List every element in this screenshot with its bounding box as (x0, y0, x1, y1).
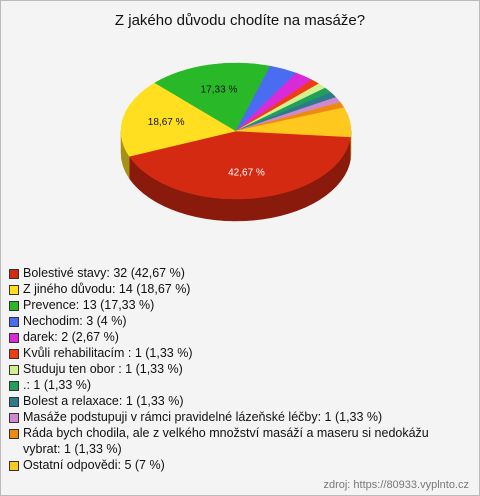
legend-label: .: 1 (1,33 %) (23, 378, 92, 392)
slice-label: 17,33 % (201, 85, 238, 96)
slice (128, 130, 351, 200)
legend-label: Bolestivé stavy: 32 (42,67 %) (23, 266, 185, 280)
legend-swatch (9, 285, 19, 295)
legend-swatch (9, 333, 19, 343)
legend-label: Kvůli rehabilitacím : 1 (1,33 %) (23, 346, 193, 360)
chart-title: Z jakého důvodu chodíte na masáže? (115, 12, 365, 29)
tops (120, 62, 352, 200)
legend-label: Bolest a relaxace: 1 (1,33 %) (23, 394, 184, 408)
legend-label: darek: 2 (2,67 %) (23, 330, 119, 344)
legend-swatch (9, 429, 19, 439)
legend-swatch (9, 413, 19, 423)
legend-label: Ostatní odpovědi: 5 (7 %) (23, 458, 165, 472)
legend-label: Prevence: 13 (17,33 %) (23, 298, 155, 312)
legend-swatch (9, 461, 19, 471)
legend-label: Z jiného důvodu: 14 (18,67 %) (23, 282, 191, 296)
legend-item: Masáže podstupuji v rámci pravidelné láz… (9, 409, 469, 425)
legend-item: darek: 2 (2,67 %) (9, 329, 469, 345)
legend-swatch (9, 381, 19, 391)
legend-swatch (9, 397, 19, 407)
slice (235, 107, 352, 138)
legend-item: Nechodim: 3 (4 %) (9, 313, 469, 329)
legend-label: Nechodim: 3 (4 %) (23, 314, 127, 328)
legend-item: Studuju ten obor : 1 (1,33 %) (9, 361, 469, 377)
pie-area: Z jakého důvodu chodíte na masáže? 42,67… (115, 12, 365, 222)
legend-swatch (9, 365, 19, 375)
source: zdroj: https://80933.vyplnto.cz (323, 479, 469, 491)
legend-item: Prevence: 13 (17,33 %) (9, 297, 469, 313)
legend-swatch (9, 301, 19, 311)
legend-label: Ráda bych chodila, ale z velkého množstv… (23, 426, 429, 456)
legend-label: Masáže podstupuji v rámci pravidelné láz… (23, 410, 383, 424)
legend-swatch (9, 349, 19, 359)
legend-item: .: 1 (1,33 %) (9, 377, 469, 393)
labels: 42,67 % 18,67 % 17,33 % (148, 85, 265, 179)
legend-item: Ráda bych chodila, ale z velkého množstv… (9, 425, 469, 457)
legend-swatch (9, 317, 19, 327)
slice (154, 62, 271, 132)
legend: Bolestivé stavy: 32 (42,67 %) Z jiného dů… (9, 265, 469, 473)
legend-item: Bolestivé stavy: 32 (42,67 %) (9, 265, 469, 281)
slice-label: 42,67 % (228, 167, 265, 178)
legend-swatch (9, 269, 19, 279)
slice-label: 18,67 % (148, 117, 185, 128)
slice (120, 82, 237, 157)
legend-label: Studuju ten obor : 1 (1,33 %) (23, 362, 183, 376)
legend-item: Kvůli rehabilitacím : 1 (1,33 %) (9, 345, 469, 361)
legend-item: Z jiného důvodu: 14 (18,67 %) (9, 281, 469, 297)
legend-item: Bolest a relaxace: 1 (1,33 %) (9, 393, 469, 409)
legend-item: Ostatní odpovědi: 5 (7 %) (9, 457, 469, 473)
